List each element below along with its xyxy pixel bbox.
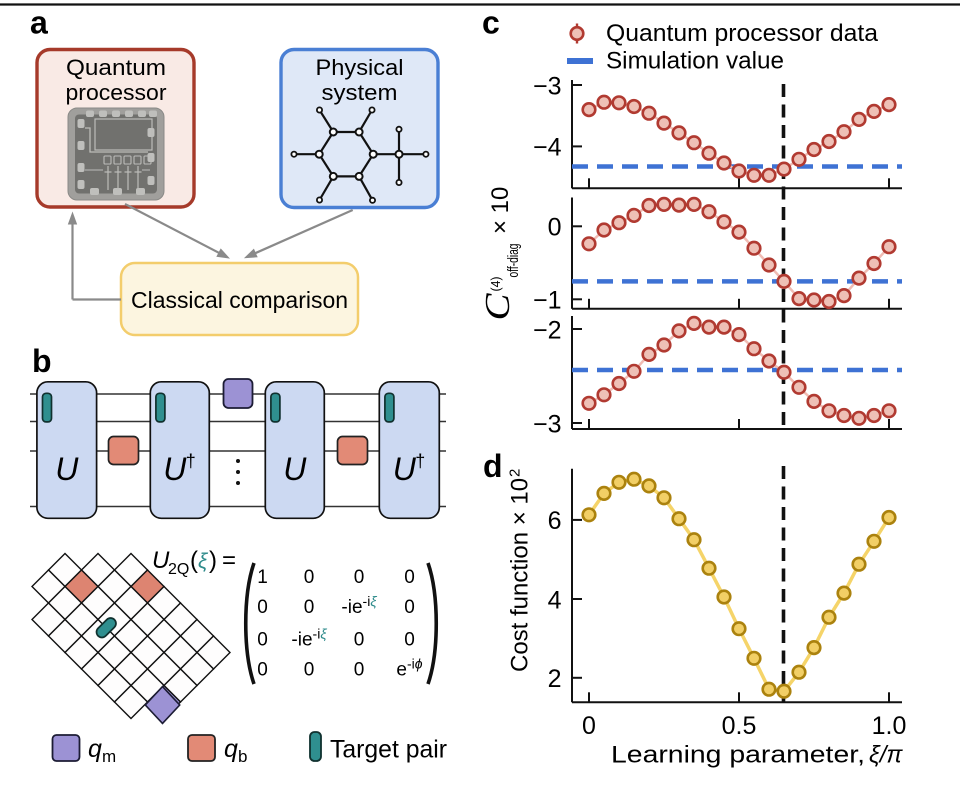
- svg-text:q: q: [88, 735, 102, 763]
- svg-text:off-diag: off-diag: [505, 244, 522, 278]
- svg-text:d: d: [483, 448, 503, 484]
- svg-text:system: system: [322, 80, 398, 105]
- svg-text:0: 0: [257, 630, 268, 651]
- svg-text:0: 0: [354, 660, 365, 681]
- svg-text:−3: −3: [533, 72, 562, 100]
- svg-text:× 10: × 10: [487, 187, 514, 234]
- svg-text:6: 6: [548, 507, 562, 535]
- svg-text:†: †: [415, 451, 425, 471]
- svg-text:(4): (4): [488, 277, 503, 292]
- svg-text:Target pair: Target pair: [330, 736, 447, 764]
- svg-text:0: 0: [354, 630, 365, 651]
- svg-text:U: U: [283, 451, 307, 487]
- svg-text:Classical comparison: Classical comparison: [131, 287, 348, 313]
- svg-text:0: 0: [257, 660, 268, 681]
- svg-text:−4: −4: [533, 134, 562, 162]
- svg-text:2: 2: [548, 665, 562, 693]
- svg-text:Physical: Physical: [316, 55, 404, 80]
- svg-text:U: U: [163, 451, 187, 487]
- svg-text:2: 2: [507, 469, 524, 477]
- svg-text:0: 0: [304, 597, 315, 618]
- svg-text:0: 0: [582, 712, 596, 740]
- svg-text:U: U: [55, 451, 79, 487]
- svg-text:−2: −2: [533, 316, 562, 344]
- svg-text:b: b: [238, 747, 247, 766]
- svg-text:0: 0: [304, 567, 315, 588]
- svg-text:b: b: [32, 343, 52, 379]
- svg-text:ξ: ξ: [198, 550, 209, 573]
- svg-text:ξ/π: ξ/π: [869, 742, 903, 769]
- svg-text:Learning parameter,: Learning parameter,: [611, 742, 865, 769]
- svg-text:0: 0: [548, 214, 562, 242]
- svg-text:−1: −1: [533, 287, 562, 315]
- svg-text:(: (: [190, 547, 198, 574]
- svg-text:q: q: [224, 735, 238, 763]
- svg-text:Cost function × 10: Cost function × 10: [507, 478, 534, 672]
- svg-text:U: U: [393, 451, 417, 487]
- svg-text:Simulation value: Simulation value: [606, 48, 784, 75]
- svg-text:2Q: 2Q: [168, 561, 189, 578]
- svg-text:Quantum processor data: Quantum processor data: [606, 20, 879, 47]
- svg-text:=: =: [222, 547, 236, 574]
- svg-text:processor: processor: [66, 80, 167, 105]
- svg-text:c: c: [482, 5, 500, 41]
- svg-text:−3: −3: [533, 410, 562, 438]
- svg-text:0: 0: [404, 630, 415, 651]
- svg-text:4: 4: [548, 586, 562, 614]
- svg-text:m: m: [102, 747, 116, 766]
- svg-text:C: C: [478, 293, 517, 321]
- svg-text:a: a: [30, 5, 48, 41]
- svg-text:0: 0: [404, 597, 415, 618]
- svg-text:0.5: 0.5: [722, 712, 757, 740]
- svg-text:1: 1: [257, 567, 268, 588]
- svg-text:U: U: [152, 547, 170, 574]
- svg-text:Quantum: Quantum: [66, 55, 166, 80]
- svg-text:0: 0: [404, 567, 415, 588]
- svg-text:0: 0: [257, 597, 268, 618]
- svg-text:): ): [209, 547, 217, 574]
- svg-text:0: 0: [354, 567, 365, 588]
- svg-text:†: †: [186, 451, 196, 471]
- svg-text:0: 0: [304, 660, 315, 681]
- svg-text:1.0: 1.0: [872, 712, 907, 740]
